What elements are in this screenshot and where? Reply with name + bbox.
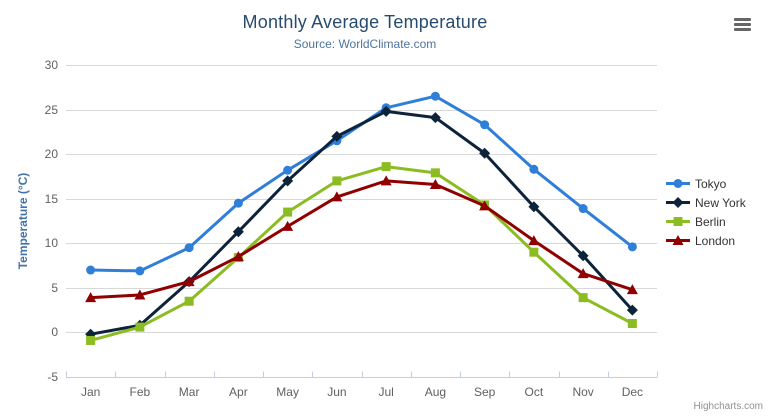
data-point-marker[interactable] — [283, 165, 293, 175]
data-point-marker[interactable] — [627, 319, 637, 329]
x-axis-tick-label: Jul — [378, 385, 394, 399]
data-point-marker[interactable] — [233, 198, 243, 208]
data-point-marker[interactable] — [528, 235, 540, 246]
x-axis-tick-label: May — [276, 385, 299, 399]
chart-title: Monthly Average Temperature — [242, 12, 488, 32]
x-axis-tick-label: Apr — [229, 385, 248, 399]
y-axis-tick-label: 30 — [44, 58, 58, 72]
data-point-marker[interactable] — [283, 207, 293, 217]
data-point-marker[interactable] — [232, 251, 244, 262]
data-point-marker[interactable] — [627, 242, 637, 252]
legend-marker-icon — [666, 197, 690, 208]
data-point-marker[interactable] — [282, 175, 294, 187]
legend-item-new-york[interactable]: New York — [666, 193, 746, 212]
data-point-marker[interactable] — [430, 91, 440, 101]
data-point-marker[interactable] — [232, 226, 244, 238]
series-line-new-york[interactable] — [89, 109, 634, 336]
legend-item-label: New York — [695, 195, 746, 210]
data-point-marker[interactable] — [381, 162, 391, 172]
legend-item-london[interactable]: London — [666, 231, 746, 250]
data-point-marker[interactable] — [626, 304, 638, 316]
legend-item-label: Tokyo — [695, 176, 727, 191]
data-point-marker[interactable] — [85, 292, 97, 303]
data-point-marker[interactable] — [380, 175, 392, 186]
legend-marker-icon — [666, 217, 690, 226]
legend-item-label: Berlin — [695, 214, 726, 229]
y-axis-tick-label: 5 — [51, 280, 58, 295]
data-point-marker[interactable] — [184, 296, 194, 306]
y-axis-tick-label: 20 — [44, 147, 58, 162]
data-point-marker[interactable] — [626, 284, 638, 295]
data-point-marker[interactable] — [529, 247, 539, 257]
data-point-marker[interactable] — [479, 200, 491, 211]
data-point-marker[interactable] — [184, 243, 194, 253]
data-point-marker[interactable] — [134, 289, 146, 300]
y-axis-tick-label: 25 — [44, 102, 58, 117]
series-line-berlin[interactable] — [89, 165, 634, 342]
data-point-marker[interactable] — [479, 147, 491, 159]
x-axis-tick-label: Mar — [178, 385, 200, 399]
x-axis-tick-label: Jun — [327, 385, 347, 399]
legend: Tokyo New York Berlin London — [666, 174, 746, 250]
legend-marker-icon — [666, 179, 690, 188]
data-point-marker[interactable] — [429, 178, 441, 189]
data-point-marker[interactable] — [380, 105, 392, 117]
data-point-marker[interactable] — [430, 168, 440, 178]
y-axis-tick-label: 0 — [51, 325, 58, 340]
x-axis-tick-label: Sep — [473, 385, 496, 399]
data-point-marker[interactable] — [282, 220, 294, 231]
data-point-marker[interactable] — [135, 266, 145, 276]
data-point-marker[interactable] — [331, 130, 343, 142]
legend-item-berlin[interactable]: Berlin — [666, 212, 746, 231]
hamburger-menu-icon — [731, 18, 753, 31]
export-menu-button[interactable] — [729, 14, 755, 38]
data-point-marker[interactable] — [577, 268, 589, 279]
x-axis-tick-label: Aug — [424, 385, 447, 399]
legend-marker-icon — [666, 235, 690, 245]
series-line-london[interactable] — [89, 179, 634, 300]
y-axis-tick-label: 15 — [44, 191, 58, 206]
data-point-marker[interactable] — [135, 322, 145, 332]
y-axis-tick-label: -5 — [47, 370, 58, 384]
x-axis-tick-label: Oct — [524, 385, 544, 399]
data-point-marker[interactable] — [331, 191, 343, 202]
data-point-marker[interactable] — [578, 293, 588, 303]
chart-subtitle: Source: WorldClimate.com — [293, 37, 437, 51]
x-axis-tick-label: Jan — [80, 385, 101, 399]
data-point-marker[interactable] — [86, 335, 96, 345]
data-point-marker[interactable] — [86, 265, 96, 275]
data-point-marker[interactable] — [429, 112, 441, 124]
data-point-marker[interactable] — [529, 164, 539, 174]
data-point-marker[interactable] — [480, 120, 490, 130]
legend-item-tokyo[interactable]: Tokyo — [666, 174, 746, 193]
x-axis-tick-label: Dec — [621, 385, 644, 399]
data-point-marker[interactable] — [528, 201, 540, 213]
x-axis-tick-label: Feb — [129, 385, 151, 399]
credits-link[interactable]: Highcharts.com — [693, 401, 763, 412]
x-axis-tick-label: Nov — [572, 385, 594, 399]
y-axis-tick-label: 10 — [44, 236, 58, 251]
data-point-marker[interactable] — [578, 204, 588, 214]
data-point-marker[interactable] — [183, 276, 195, 287]
data-point-marker[interactable] — [332, 176, 342, 186]
data-point-marker[interactable] — [577, 250, 589, 262]
legend-item-label: London — [695, 233, 736, 248]
